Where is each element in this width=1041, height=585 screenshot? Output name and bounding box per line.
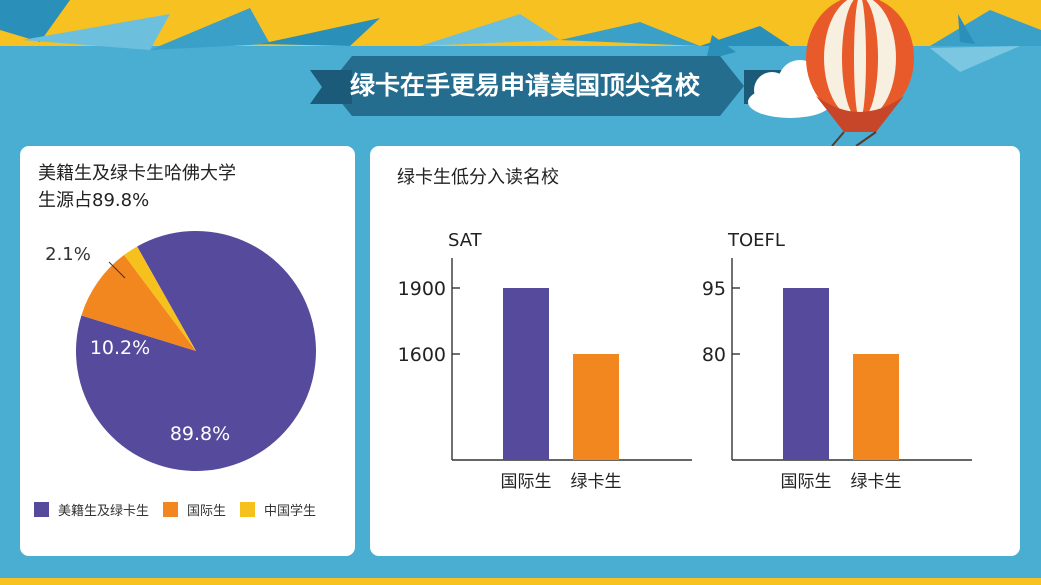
x-category-label: 绿卡生 [851, 472, 902, 492]
pie-callout-line [108, 261, 126, 279]
top-shard-9 [958, 14, 975, 44]
top-shard-10 [930, 46, 1020, 72]
legend-label: 美籍生及绿卡生 [58, 504, 150, 519]
y-tick-label: 95 [702, 278, 726, 300]
x-category-label: 国际生 [501, 472, 552, 492]
top-left-shard [0, 0, 70, 42]
pie-legend: 美籍生及绿卡生 国际生 中国学生 [34, 500, 330, 519]
top-shard-4 [420, 14, 560, 46]
bar-chart-title: SAT [448, 230, 483, 251]
hot-air-balloon-icon [806, 0, 914, 164]
top-shard-7 [930, 10, 1041, 46]
x-category-label: 国际生 [781, 472, 832, 492]
legend-item: 美籍生及绿卡生 [34, 500, 149, 519]
y-tick-label: 1900 [398, 278, 446, 300]
pie-chart: 89.8% 10.2% 2.1% [45, 231, 317, 471]
pie-heading: 美籍生及绿卡生哈佛大学 生源占89.8% [38, 160, 236, 214]
pie-label-2: 2.1% [45, 244, 91, 265]
bar-chart-sat: SAT 1900 1600 国际生 绿卡生 [398, 230, 692, 492]
legend-item: 国际生 [163, 500, 226, 519]
top-shard-8 [706, 35, 736, 60]
page-title: 绿卡在手更易申请美国顶尖名校 [349, 71, 700, 100]
legend-swatch [34, 502, 49, 517]
pie-slice-0 [76, 231, 317, 471]
bar-chart-title: TOEFL [727, 230, 785, 251]
bar-heading: 绿卡生低分入读名校 [397, 167, 559, 188]
bar-chart-card: 绿卡生低分入读名校 SAT 1900 1600 国际生 绿卡生 TOEFL 95 80 国际生绿… [370, 146, 1020, 556]
bar-1 [853, 354, 899, 460]
bar-chart-toefl: TOEFL 95 80 国际生 绿卡生 [702, 230, 972, 492]
pie-label-0: 89.8% [170, 423, 230, 445]
pie-heading-line2: 生源占89.8% [38, 190, 150, 211]
pie-heading-line1: 美籍生及绿卡生哈佛大学 [38, 163, 236, 184]
pie-slice-1 [81, 254, 196, 351]
pie-chart-card: 美籍生及绿卡生哈佛大学 生源占89.8% 89.8% 10.2% 2.1% 美籍生及… [20, 146, 355, 556]
legend-swatch [240, 502, 256, 517]
y-tick-label: 1600 [398, 344, 446, 366]
x-category-label: 绿卡生 [571, 472, 622, 492]
top-shard-6 [700, 26, 790, 46]
y-tick-label: 80 [702, 344, 726, 366]
bottom-yellow-band [0, 578, 1041, 585]
top-shard-1 [22, 14, 170, 50]
top-shard-3 [260, 18, 380, 46]
pie-slice-2 [124, 246, 196, 351]
top-shard-5 [560, 22, 700, 46]
bar-0 [783, 288, 829, 460]
top-shard-2 [150, 8, 270, 50]
legend-item: 中国学生 [240, 500, 316, 519]
legend-label: 中国学生 [264, 504, 317, 519]
legend-label: 国际生 [187, 504, 227, 519]
bar-1 [573, 354, 619, 460]
legend-swatch [163, 502, 179, 517]
pie-label-1: 10.2% [90, 337, 150, 359]
bar-0 [503, 288, 549, 460]
